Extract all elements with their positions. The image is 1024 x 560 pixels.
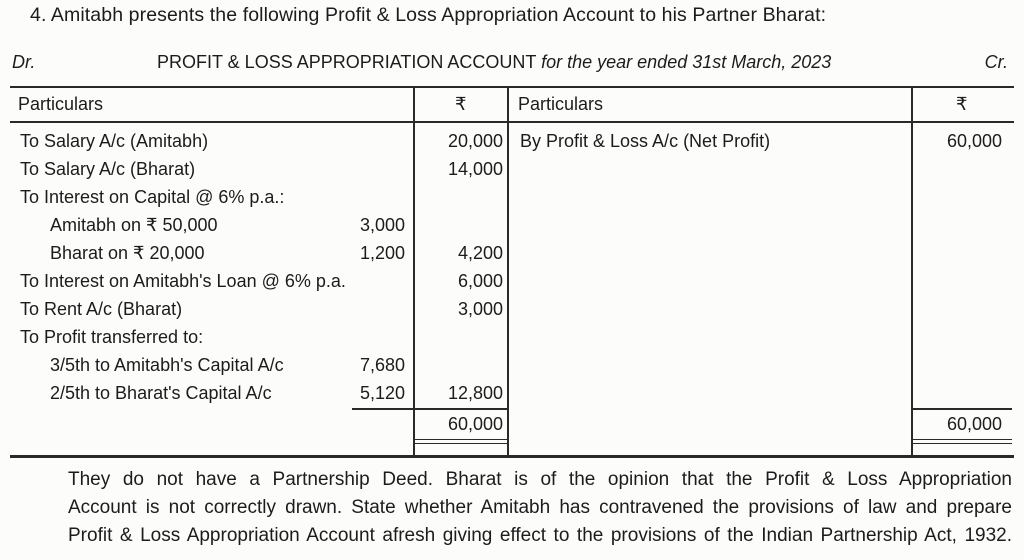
double-rule-left-1 (413, 439, 507, 440)
credit-row-text: By Profit & Loss A/c (Net Profit) (520, 131, 771, 151)
table-top-rule (10, 86, 1014, 88)
debit-row-amount: 12,800 (447, 383, 503, 403)
debit-row-text: Bharat on ₹ 20,000 (50, 243, 205, 263)
debit-total: 60,000 (447, 414, 503, 434)
debit-row-text: To Rent A/c (Bharat) (20, 299, 183, 319)
debit-row-amount: 6,000 (457, 271, 503, 291)
debit-row-subamount: 5,120 (359, 383, 405, 403)
double-rule-right-1 (912, 439, 1012, 440)
paragraph-line: They do not have a Partnership Deed. Bha… (68, 469, 1012, 490)
cr-label: Cr. (984, 52, 1008, 72)
paragraph-line: Profit & Loss Appropriation Account afre… (68, 525, 1012, 546)
account-title-period: for the year ended 31st March, 2023 (541, 52, 832, 72)
account-title-main: PROFIT & LOSS APPROPRIATION ACCOUNT (157, 52, 537, 72)
column-divider-1 (413, 87, 415, 456)
column-divider-3 (911, 87, 913, 456)
debit-row-amount: 20,000 (447, 131, 503, 151)
debit-row-text: To Salary A/c (Bharat) (20, 159, 196, 179)
debit-row-text: To Interest on Capital @ 6% p.a.: (20, 187, 285, 207)
header-particulars-left: Particulars (18, 94, 104, 114)
debit-row-amount: 4,200 (457, 243, 503, 263)
debit-row-text: To Profit transferred to: (20, 327, 204, 347)
credit-row-amount: 60,000 (946, 131, 1002, 151)
debit-row-text: 3/5th to Amitabh's Capital A/c (50, 355, 284, 375)
debit-row-subamount: 3,000 (359, 215, 405, 235)
debit-row-amount: 14,000 (447, 159, 503, 179)
debit-row-text: Amitabh on ₹ 50,000 (50, 215, 218, 235)
question-text: 4. Amitabh presents the following Profit… (30, 4, 827, 26)
debit-row-subamount: 7,680 (359, 355, 405, 375)
debit-row-text: To Salary A/c (Amitabh) (20, 131, 209, 151)
question-paragraph: They do not have a Partnership Deed. Bha… (68, 466, 1012, 550)
column-divider-2 (507, 87, 509, 456)
header-rule (10, 121, 1014, 123)
subtotal-rule-right (912, 408, 1012, 410)
debit-row-text: 2/5th to Bharat's Capital A/c (50, 383, 272, 403)
table-bottom-rule (10, 455, 1014, 458)
debit-row-subamount: 1,200 (359, 243, 405, 263)
debit-row-text: To Interest on Amitabh's Loan @ 6% p.a. (20, 271, 346, 291)
header-particulars-right: Particulars (518, 94, 604, 114)
header-amount-right: ₹ (956, 94, 968, 114)
double-rule-right-2 (912, 443, 1012, 444)
double-rule-left-2 (413, 443, 507, 444)
header-amount-left: ₹ (455, 94, 467, 114)
dr-label: Dr. (12, 52, 36, 72)
paragraph-line: Account is not correctly drawn. State wh… (68, 497, 1012, 518)
account-title: PROFIT & LOSS APPROPRIATION ACCOUNT for … (157, 52, 831, 73)
credit-total: 60,000 (946, 414, 1002, 434)
debit-row-amount: 3,000 (457, 299, 503, 319)
subtotal-rule-left (352, 408, 507, 410)
